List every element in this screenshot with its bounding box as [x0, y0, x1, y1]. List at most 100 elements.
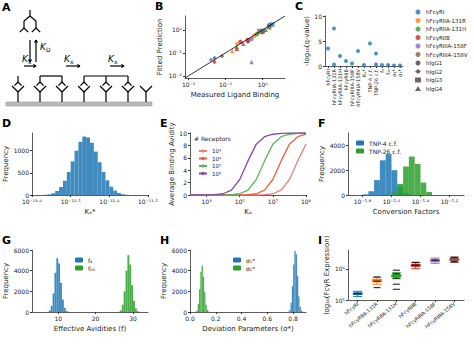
- svg-text:6: 6: [183, 154, 187, 161]
- svg-text:10⁻¹: 10⁻¹: [219, 81, 233, 88]
- svg-text:hFcγRIIA-131H: hFcγRIIA-131H: [426, 26, 466, 33]
- svg-text:10⁻¹²·⁰: 10⁻¹²·⁰: [99, 198, 120, 205]
- svg-text:G: G: [2, 234, 11, 247]
- svg-text:Kₓ*: Kₓ*: [84, 208, 96, 216]
- svg-text:10⁴: 10⁴: [212, 156, 222, 162]
- svg-text:E: E: [160, 117, 168, 130]
- svg-text:10³: 10³: [212, 148, 221, 154]
- svg-text:4000: 4000: [172, 267, 187, 274]
- svg-text:log₁₀(FcγR Expression): log₁₀(FcγR Expression): [323, 235, 331, 314]
- svg-text:C: C: [295, 0, 303, 13]
- svg-text:Frequency: Frequency: [2, 146, 10, 182]
- svg-text:hIgG2: hIgG2: [426, 69, 442, 76]
- svg-text:10⁵: 10⁵: [235, 198, 246, 205]
- svg-text:10⁹: 10⁹: [301, 198, 312, 205]
- svg-text:Fitted Prediction: Fitted Prediction: [156, 19, 164, 76]
- svg-text:10⁻⁵·⁶: 10⁻⁵·⁶: [383, 198, 401, 205]
- svg-text:TNP-26 c.f.: TNP-26 c.f.: [368, 148, 401, 155]
- svg-text:0.6: 0.6: [263, 315, 273, 322]
- svg-text:hIgG4: hIgG4: [426, 86, 443, 93]
- svg-text:2000: 2000: [172, 288, 187, 295]
- svg-text:hFcγRIIIA-158V: hFcγRIIIA-158V: [424, 300, 458, 330]
- svg-text:Conversion Factors: Conversion Factors: [373, 208, 440, 216]
- svg-text:2: 2: [183, 179, 187, 186]
- svg-text:20: 20: [92, 315, 100, 322]
- svg-text:x: x: [70, 58, 74, 65]
- svg-text:0: 0: [318, 63, 322, 70]
- svg-text:hFcγRIIIA-158F: hFcγRIIIA-158F: [405, 301, 438, 330]
- svg-text:Kₐ: Kₐ: [244, 208, 252, 216]
- svg-text:10⁻¹²·⁵: 10⁻¹²·⁵: [61, 198, 82, 205]
- svg-text:10⁻²: 10⁻²: [169, 72, 183, 79]
- svg-text:10³: 10³: [202, 198, 213, 205]
- svg-text:10⁻²: 10⁻²: [182, 81, 196, 88]
- svg-text:10⁻¹³·⁰: 10⁻¹³·⁰: [22, 198, 43, 205]
- svg-text:1000: 1000: [14, 147, 29, 154]
- svg-text:hFcγRI: hFcγRI: [426, 9, 445, 16]
- svg-text:0: 0: [183, 192, 187, 199]
- svg-text:8: 8: [183, 142, 187, 149]
- svg-text:10⁵: 10⁵: [335, 297, 346, 304]
- svg-text:hFcγRIIIA-158V: hFcγRIIIA-158V: [426, 52, 468, 59]
- svg-text:hIgG3: hIgG3: [426, 77, 443, 84]
- svg-text:hIgG1: hIgG1: [426, 60, 442, 67]
- svg-text:Average Binding Avidity: Average Binding Avidity: [168, 122, 176, 205]
- svg-text:10⁻⁵·²: 10⁻⁵·²: [441, 198, 459, 205]
- svg-text:Frequency: Frequency: [318, 146, 326, 182]
- svg-text:10: 10: [314, 13, 322, 20]
- svg-text:2000: 2000: [14, 288, 29, 295]
- svg-text:x: x: [114, 58, 118, 65]
- svg-text:5: 5: [318, 38, 322, 45]
- svg-text:2000: 2000: [330, 167, 345, 174]
- svg-text:0.4: 0.4: [237, 315, 247, 322]
- svg-text:Measured Ligand Binding: Measured Ligand Binding: [191, 91, 280, 99]
- svg-text:Frequency: Frequency: [2, 263, 10, 299]
- svg-text:D: D: [46, 46, 51, 53]
- svg-text:10⁶: 10⁶: [335, 265, 346, 272]
- svg-text:σ₂*: σ₂*: [246, 265, 255, 272]
- svg-text:0: 0: [25, 309, 29, 316]
- svg-text:4: 4: [183, 167, 187, 174]
- svg-text:10⁻¹¹·⁵: 10⁻¹¹·⁵: [138, 198, 159, 205]
- svg-text:σ₂*: σ₂*: [397, 69, 403, 77]
- svg-text:F: F: [318, 117, 326, 130]
- svg-text:10⁻⁵·⁴: 10⁻⁵·⁴: [412, 198, 430, 205]
- svg-text:hFcγRIIA-131R: hFcγRIIA-131R: [426, 18, 466, 25]
- svg-text:10⁻¹: 10⁻¹: [169, 49, 183, 56]
- svg-text:x: x: [28, 58, 32, 65]
- svg-text:Frequency: Frequency: [160, 263, 168, 299]
- svg-text:-log₁₀(q-value): -log₁₀(q-value): [303, 16, 311, 66]
- svg-text:H: H: [160, 234, 169, 247]
- svg-text:10⁻⁵·⁸: 10⁻⁵·⁸: [354, 198, 372, 205]
- svg-text:B: B: [155, 0, 163, 13]
- svg-text:hFcγRIIIA-158F: hFcγRIIIA-158F: [426, 43, 467, 50]
- svg-text:6000: 6000: [14, 247, 29, 254]
- svg-text:6000: 6000: [172, 247, 187, 254]
- svg-text:10⁰: 10⁰: [258, 81, 269, 88]
- svg-text:hFcγRIIB: hFcγRIIB: [426, 35, 450, 42]
- svg-text:hFcγRIIA-131H: hFcγRIIA-131H: [366, 301, 399, 330]
- svg-text:0.8: 0.8: [288, 315, 298, 322]
- svg-text:0: 0: [341, 192, 345, 199]
- svg-text:10: 10: [179, 130, 187, 137]
- svg-text:0.2: 0.2: [211, 315, 221, 322]
- svg-text:10⁵: 10⁵: [212, 163, 221, 169]
- svg-text:4000: 4000: [330, 142, 345, 149]
- svg-text:4000: 4000: [14, 267, 29, 274]
- svg-text:TNP-4 c.f.: TNP-4 c.f.: [368, 140, 397, 147]
- svg-text:30: 30: [129, 315, 137, 322]
- svg-text:I: I: [318, 234, 322, 247]
- svg-text:A: A: [2, 1, 11, 14]
- svg-text:f₄: f₄: [88, 257, 93, 264]
- svg-text:500: 500: [18, 169, 30, 176]
- svg-text:hFcγRIIA-131R: hFcγRIIA-131R: [347, 300, 380, 329]
- svg-text:10⁶: 10⁶: [212, 171, 222, 177]
- svg-text:σ₁*: σ₁*: [246, 257, 255, 264]
- svg-text:f₂₆: f₂₆: [88, 265, 96, 272]
- svg-text:10⁷: 10⁷: [268, 198, 279, 205]
- svg-text:10⁰: 10⁰: [172, 26, 183, 33]
- svg-text:D: D: [2, 117, 11, 130]
- svg-text:10: 10: [54, 315, 62, 322]
- svg-text:Effective Avidities (f): Effective Avidities (f): [54, 325, 127, 333]
- svg-text:Deviation Parameters (σ*): Deviation Parameters (σ*): [202, 325, 294, 333]
